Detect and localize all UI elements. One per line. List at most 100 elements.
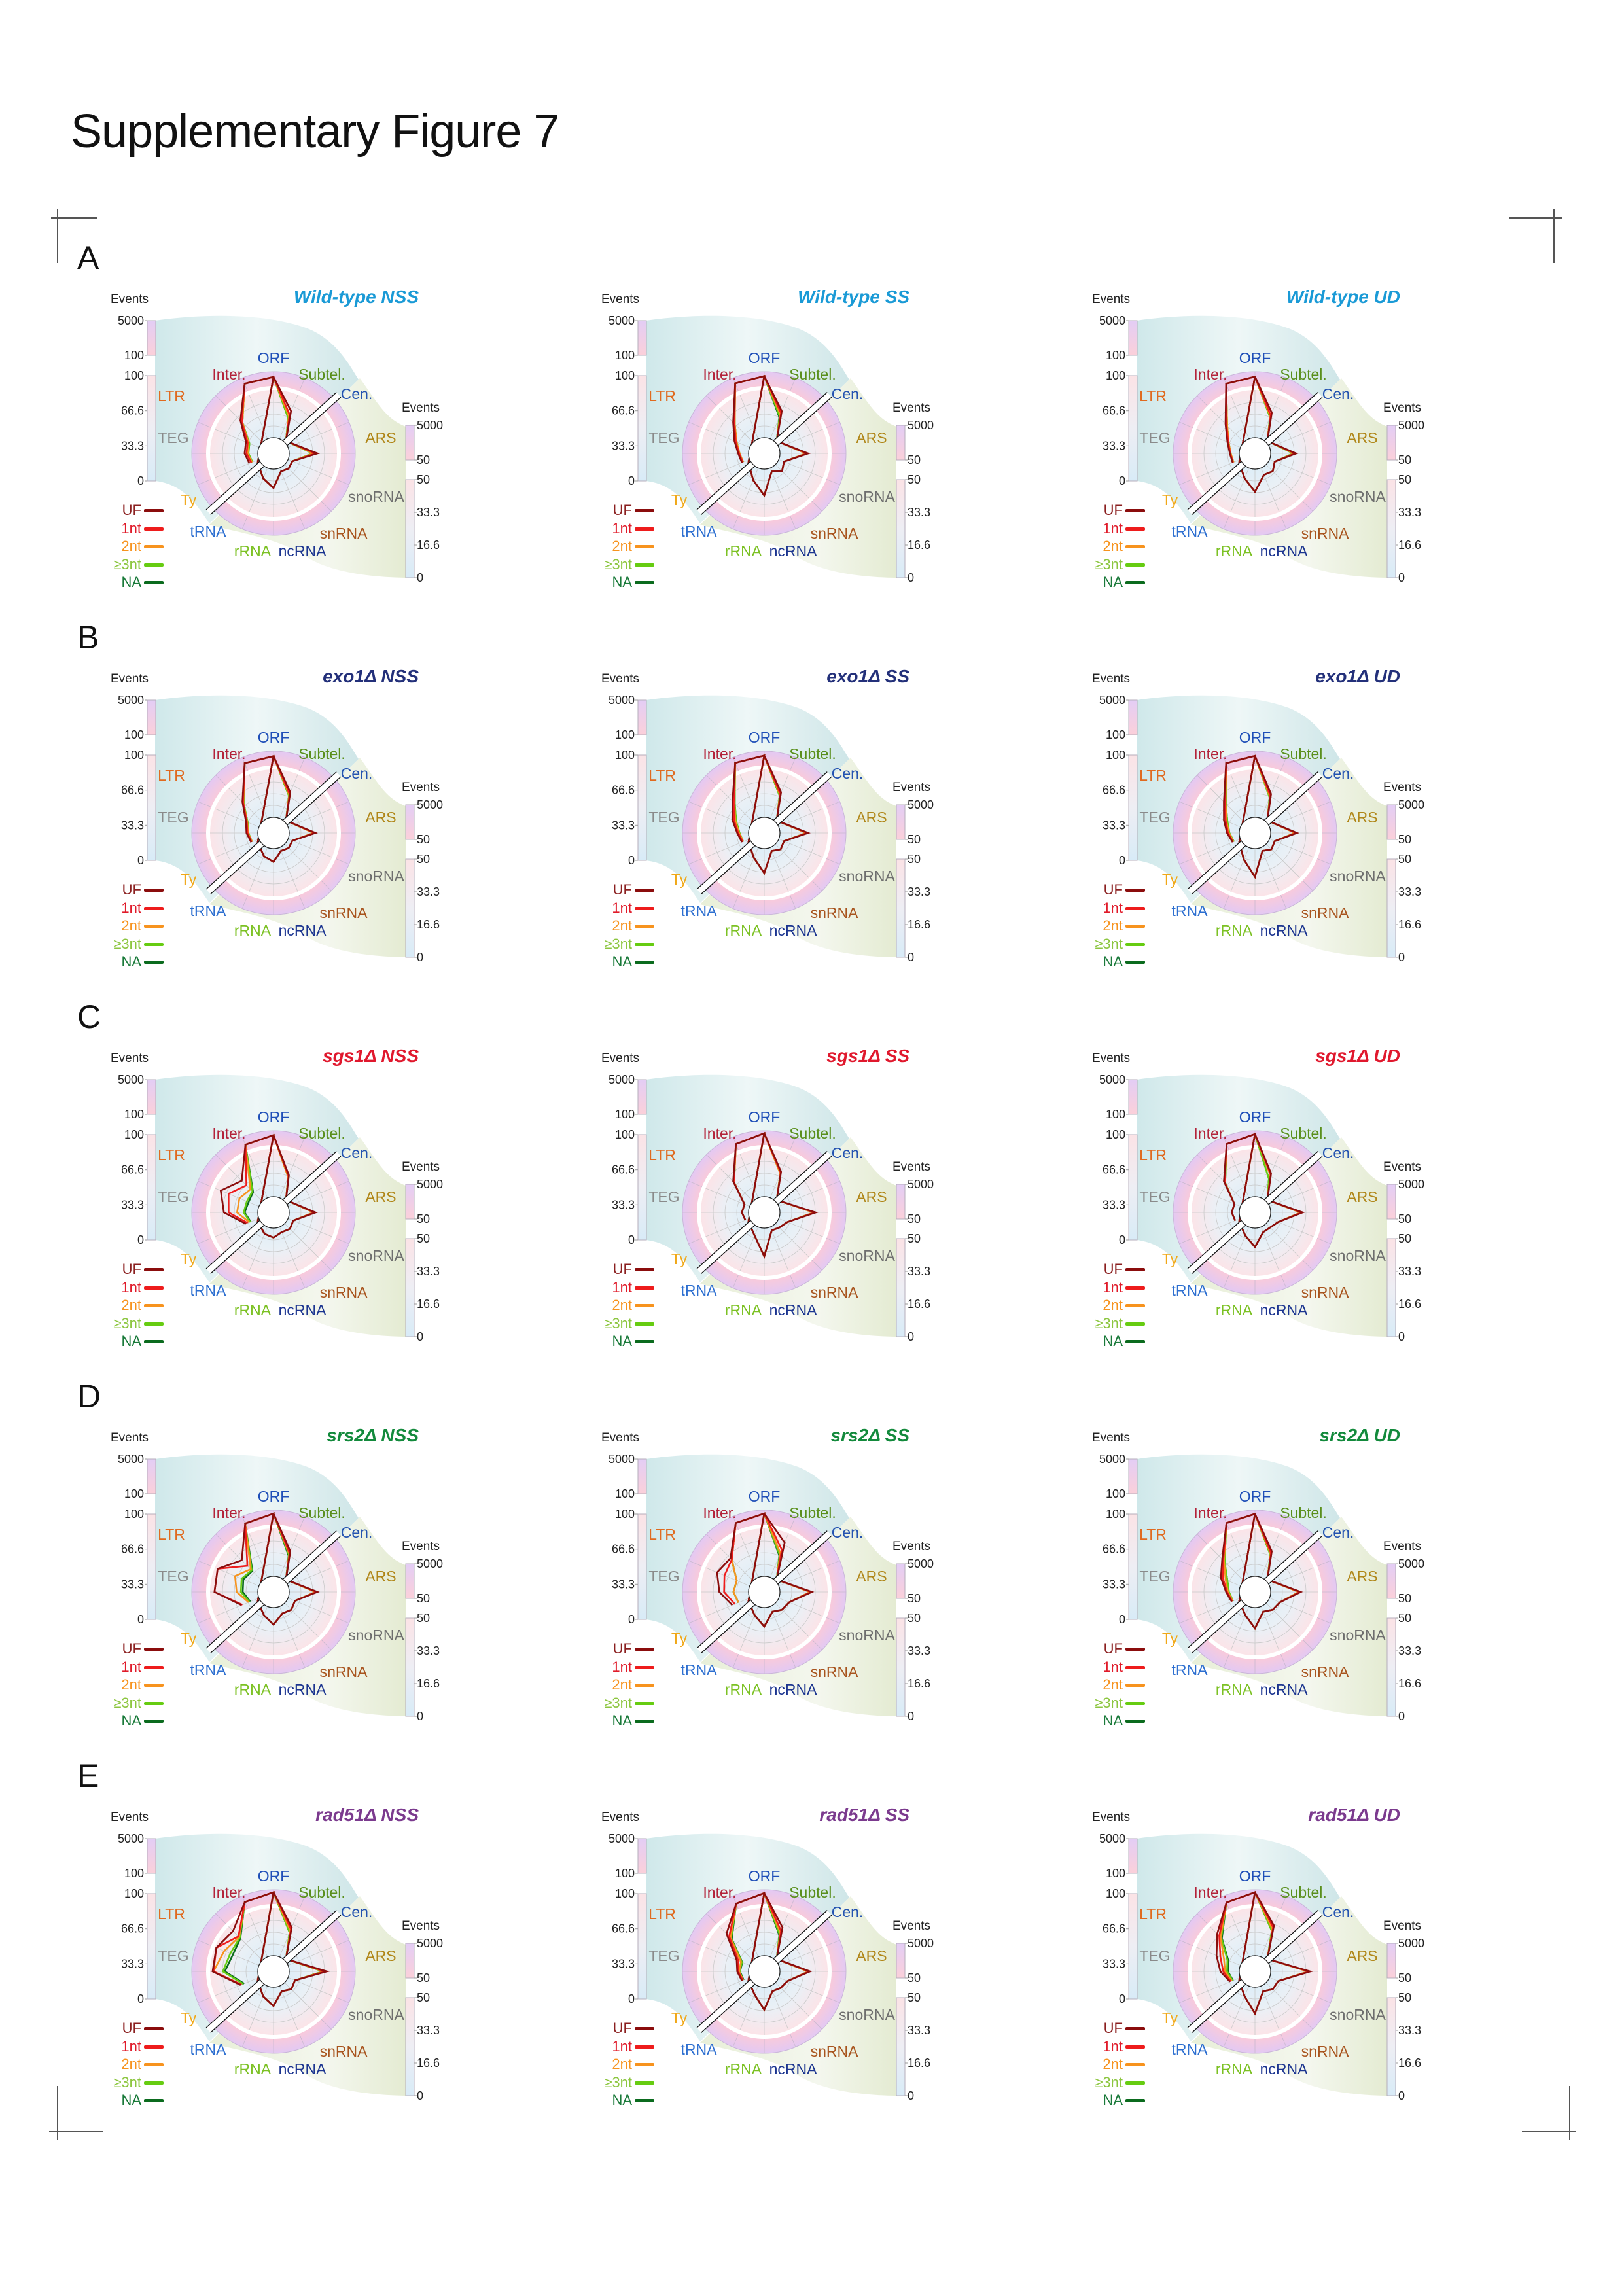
outer-spoke bbox=[1197, 1534, 1208, 1545]
category-label-subtel: Subtel. bbox=[298, 745, 345, 762]
outer-spoke bbox=[198, 1617, 211, 1624]
grid-spoke bbox=[228, 1547, 263, 1581]
left-linear-tick: 0 bbox=[1119, 854, 1125, 867]
category-label-ty: Ty bbox=[1162, 871, 1178, 888]
category-label-ars: ARS bbox=[1347, 1947, 1377, 1964]
legend-label: 2nt bbox=[121, 1676, 141, 1693]
left-scale-title: Events bbox=[111, 1431, 149, 1445]
series-line-UF bbox=[219, 1133, 318, 1239]
row-letter: E bbox=[77, 1757, 99, 1794]
grid-spoke bbox=[719, 1926, 754, 1961]
grid-spoke bbox=[705, 429, 750, 448]
right-linear-tick: 33.3 bbox=[1398, 2024, 1421, 2037]
right-scale-title: Events bbox=[402, 781, 440, 794]
panel-title: exo1Δ SS bbox=[826, 666, 909, 686]
legend-label: 1nt bbox=[1103, 899, 1123, 916]
radar-chart: ORF Inter. Subtel. LTR Cen. TEG ARS Ty snoRNA tRN… bbox=[1092, 1051, 1424, 1343]
legend-item: NA bbox=[111, 2091, 164, 2110]
right-log-scale-bar bbox=[405, 1943, 415, 1979]
legend-label: UF bbox=[122, 1261, 141, 1277]
category-label-cen: Cen. bbox=[341, 765, 373, 782]
left-linear-tick: 0 bbox=[137, 854, 144, 867]
radar-panel: ORF Inter. Subtel. LTR Cen. TEG ARS Ty snoRNA tRN… bbox=[601, 1040, 1060, 1354]
series-line-UF bbox=[211, 1890, 330, 2007]
legend-label: 2nt bbox=[121, 2056, 141, 2072]
outer-spoke bbox=[826, 421, 840, 428]
left-linear-tick: 0 bbox=[137, 1992, 144, 2005]
legend-item: NA bbox=[111, 1712, 164, 1730]
panel-title: Wild-type SS bbox=[798, 287, 909, 307]
legend-swatch bbox=[1125, 2063, 1145, 2066]
series-legend: UF 1nt 2nt ≥3nt NA bbox=[602, 881, 654, 971]
category-label-ty: Ty bbox=[1162, 2009, 1178, 2026]
category-label-snrna: snRNA bbox=[811, 525, 859, 542]
category-label-ltr: LTR bbox=[1139, 767, 1167, 784]
outer-spoke bbox=[1223, 2034, 1229, 2047]
radar-chart: ORF Inter. Subtel. LTR Cen. TEG ARS Ty snoRNA tRN… bbox=[601, 1810, 934, 2102]
legend-item: 2nt bbox=[1093, 1676, 1145, 1694]
right-log-tick: 50 bbox=[417, 1212, 430, 1226]
grid-spoke bbox=[705, 808, 750, 828]
outer-spoke bbox=[688, 1997, 702, 2004]
legend-label: UF bbox=[612, 502, 632, 518]
legend-swatch bbox=[144, 2045, 164, 2049]
right-linear-scale-bar bbox=[896, 858, 906, 958]
grid-spoke bbox=[1210, 1926, 1244, 1961]
category-label-ars: ARS bbox=[1347, 1188, 1377, 1205]
category-label-orf: ORF bbox=[258, 729, 290, 746]
category-label-ncrna: ncRNA bbox=[279, 2060, 327, 2077]
left-linear-tick: 33.3 bbox=[612, 1198, 635, 1211]
right-linear-scale-bar bbox=[896, 1997, 906, 2096]
left-linear-scale-bar bbox=[1128, 1513, 1138, 1620]
series-line-UF bbox=[239, 376, 321, 489]
right-linear-tick: 50 bbox=[908, 1612, 921, 1625]
legend-item: 1nt bbox=[1093, 899, 1145, 917]
outer-spoke bbox=[790, 895, 796, 909]
category-label-inter: Inter. bbox=[212, 1884, 245, 1901]
right-linear-tick: 33.3 bbox=[1398, 885, 1421, 898]
category-label-snorna: snoRNA bbox=[839, 2006, 895, 2023]
category-label-ars: ARS bbox=[365, 1188, 396, 1205]
category-label-teg: TEG bbox=[158, 1568, 188, 1585]
grid-spoke bbox=[288, 838, 332, 858]
legend-item: 2nt bbox=[1093, 2055, 1145, 2074]
right-log-tick: 50 bbox=[908, 453, 921, 467]
outer-spoke bbox=[1223, 1654, 1229, 1668]
left-log-tick: 5000 bbox=[609, 314, 635, 327]
outer-spoke bbox=[215, 1154, 226, 1165]
outer-spoke bbox=[706, 1534, 717, 1545]
category-label-orf: ORF bbox=[749, 1108, 781, 1125]
legend-label: ≥3nt bbox=[604, 2074, 632, 2091]
legend-item: UF bbox=[1093, 1260, 1145, 1279]
left-scale-title: Events bbox=[601, 1431, 639, 1445]
legend-item: 1nt bbox=[602, 1658, 654, 1676]
legend-swatch bbox=[1125, 1701, 1145, 1705]
category-label-ltr: LTR bbox=[648, 767, 676, 784]
outer-spoke bbox=[790, 378, 796, 391]
right-log-scale-bar bbox=[405, 1184, 415, 1220]
outer-spoke bbox=[1280, 757, 1287, 771]
right-scale-title: Events bbox=[402, 401, 440, 415]
category-label-snorna: snoRNA bbox=[348, 2006, 404, 2023]
right-linear-tick: 33.3 bbox=[1398, 506, 1421, 519]
legend-item: UF bbox=[602, 1640, 654, 1658]
legend-label: ≥3nt bbox=[604, 556, 632, 573]
left-log-tick: 100 bbox=[615, 349, 635, 362]
legend-swatch bbox=[1125, 2045, 1145, 2049]
category-label-rrna: rRNA bbox=[1216, 1681, 1253, 1698]
left-linear-tick: 66.6 bbox=[1103, 1163, 1125, 1176]
legend-label: 1nt bbox=[612, 1658, 632, 1675]
category-label-orf: ORF bbox=[1239, 349, 1271, 366]
outer-spoke bbox=[732, 1275, 739, 1288]
grid-spoke bbox=[1269, 459, 1314, 478]
category-label-orf: ORF bbox=[749, 1867, 781, 1884]
legend-swatch bbox=[144, 1304, 164, 1307]
radar-panel: ORF Inter. Subtel. LTR Cen. TEG ARS Ty snoRNA tRN… bbox=[111, 1799, 569, 2113]
left-log-scale-bar bbox=[637, 1458, 647, 1494]
category-label-subtel: Subtel. bbox=[789, 1125, 836, 1142]
outer-spoke bbox=[1197, 1913, 1208, 1924]
right-linear-tick: 33.3 bbox=[908, 506, 930, 519]
left-linear-scale-bar bbox=[1128, 1134, 1138, 1241]
category-label-ncrna: ncRNA bbox=[1260, 2060, 1309, 2077]
outer-spoke bbox=[198, 858, 211, 865]
